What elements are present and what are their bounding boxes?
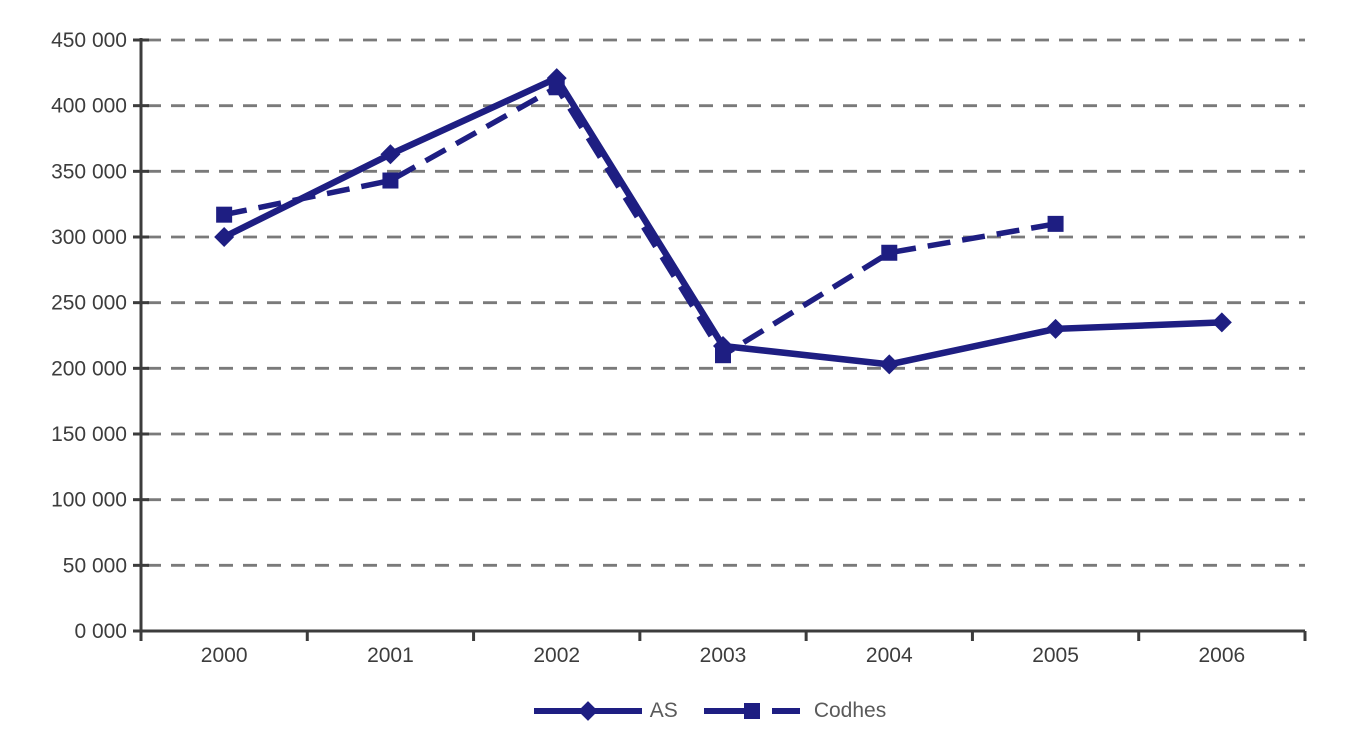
svg-text:400 000: 400 000 bbox=[51, 95, 127, 118]
svg-text:100 000: 100 000 bbox=[51, 489, 127, 512]
svg-text:2002: 2002 bbox=[533, 644, 580, 667]
as-line-sample bbox=[533, 698, 642, 724]
legend-label-codhes: Codhes bbox=[813, 699, 887, 722]
svg-text:150 000: 150 000 bbox=[51, 423, 127, 446]
svg-text:2006: 2006 bbox=[1198, 644, 1245, 667]
svg-text:50 000: 50 000 bbox=[63, 554, 127, 577]
svg-text:200 000: 200 000 bbox=[51, 357, 127, 380]
svg-text:2001: 2001 bbox=[367, 644, 414, 667]
dash-swatch bbox=[771, 708, 800, 714]
line-chart-canvas: 0 000 50 000 100 000 150 000 200 000 250 000 3… bbox=[51, 29, 1307, 667]
legend-item-codhes: Codhes bbox=[703, 698, 887, 724]
svg-text:350 000: 350 000 bbox=[51, 160, 127, 183]
svg-text:300 000: 300 000 bbox=[51, 226, 127, 249]
svg-text:250 000: 250 000 bbox=[51, 292, 127, 315]
chart-legend: AS Codhes bbox=[34, 698, 1352, 724]
codhes-line-sample bbox=[703, 698, 806, 724]
square-marker-icon bbox=[743, 703, 760, 719]
diamond-marker-icon bbox=[577, 701, 598, 721]
svg-text:2000: 2000 bbox=[201, 644, 248, 667]
svg-text:450 000: 450 000 bbox=[51, 29, 127, 52]
legend-item-as: AS bbox=[533, 698, 678, 724]
svg-text:2004: 2004 bbox=[866, 644, 913, 667]
svg-text:2003: 2003 bbox=[700, 644, 747, 667]
svg-text:2005: 2005 bbox=[1032, 644, 1079, 667]
dash-swatch bbox=[703, 708, 744, 714]
svg-text:0 000: 0 000 bbox=[74, 620, 127, 643]
legend-label-as: AS bbox=[649, 699, 678, 722]
